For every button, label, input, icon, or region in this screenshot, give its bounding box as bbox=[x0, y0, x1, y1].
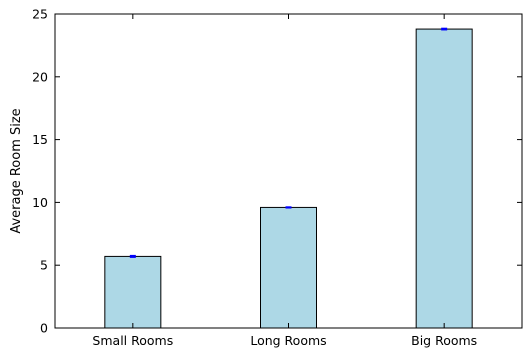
y-tick-label: 20 bbox=[32, 69, 48, 84]
y-tick-label: 15 bbox=[32, 132, 48, 147]
y-axis-label: Average Room Size bbox=[9, 108, 24, 233]
y-tick-label: 25 bbox=[32, 7, 48, 22]
error-bar bbox=[285, 206, 292, 209]
error-bar bbox=[441, 27, 448, 31]
y-tick-label: 5 bbox=[40, 258, 48, 273]
x-tick-label: Big Rooms bbox=[411, 333, 477, 348]
x-tick-label: Long Rooms bbox=[250, 333, 326, 348]
ticks-layer: Small Rooms Long Rooms Big Rooms 0 5 10 15 20 25 bbox=[32, 7, 522, 348]
bar-small-rooms bbox=[104, 255, 162, 329]
bar-big-rooms bbox=[415, 28, 473, 329]
y-tick-label: 0 bbox=[40, 321, 48, 336]
bars-layer bbox=[104, 28, 473, 329]
error-bar bbox=[129, 254, 136, 258]
error-bars-layer bbox=[129, 27, 448, 258]
bar-long-rooms bbox=[260, 206, 317, 329]
x-tick-label: Small Rooms bbox=[92, 333, 173, 348]
y-tick-label: 10 bbox=[32, 195, 48, 210]
